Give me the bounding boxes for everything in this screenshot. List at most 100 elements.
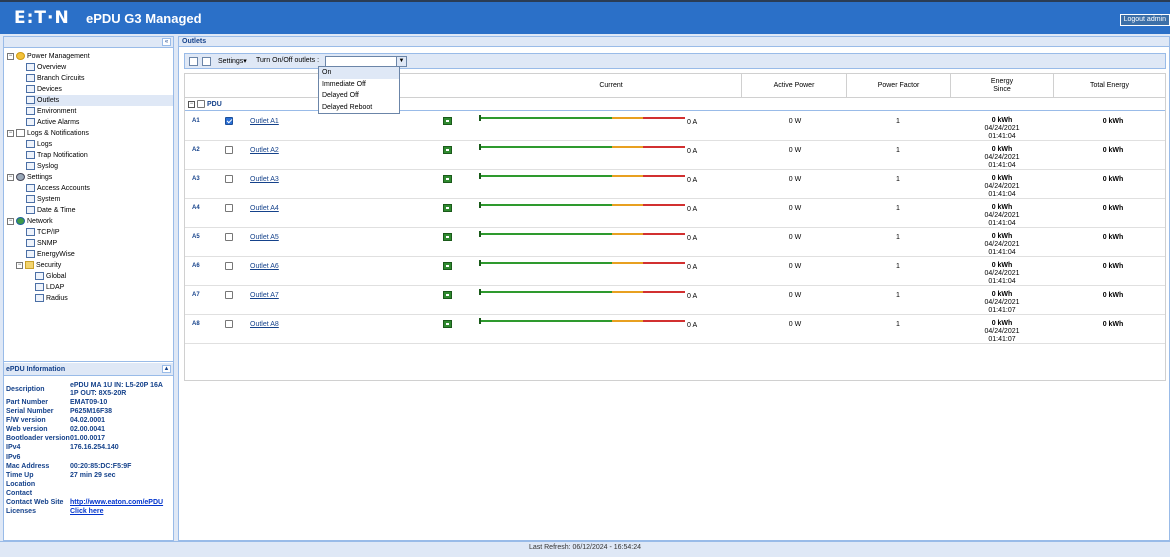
outlet-checkbox[interactable] xyxy=(225,291,233,299)
tree-item-energywise[interactable]: EnergyWise xyxy=(26,249,75,260)
collapse-toggle-icon[interactable]: − xyxy=(7,173,14,181)
outlet-id: A6 xyxy=(192,263,200,269)
outlet-name-link[interactable]: Outlet A7 xyxy=(250,292,279,299)
outlet-checkbox[interactable] xyxy=(225,262,233,270)
column-header-active-power[interactable]: Active Power xyxy=(741,74,846,98)
tree-item-date-time[interactable]: Date & Time xyxy=(26,205,76,216)
tree-item-branch-circuits[interactable]: Branch Circuits xyxy=(26,73,84,84)
tree-item-logs-notifications[interactable]: − Logs & Notifications xyxy=(7,129,89,138)
option-delayed-reboot[interactable]: Delayed Reboot xyxy=(322,103,373,111)
tree-item-system[interactable]: System xyxy=(26,194,60,205)
collapse-toggle-icon[interactable]: − xyxy=(7,129,14,137)
outlet-power-factor: 1 xyxy=(896,263,900,270)
option-on[interactable]: On xyxy=(319,67,399,79)
left-panel: « − Power Management Overview Branch Circ… xyxy=(3,36,174,541)
tree-item-network[interactable]: − Network xyxy=(7,217,53,226)
tree-item-overview[interactable]: Overview xyxy=(26,62,66,73)
tree-item-devices[interactable]: Devices xyxy=(26,84,62,95)
outlet-active-power: 0 W xyxy=(788,176,802,183)
outlet-active-power: 0 W xyxy=(788,205,802,212)
collapse-left-icon[interactable]: « xyxy=(162,38,171,46)
tree-item-radius[interactable]: Radius xyxy=(35,293,68,304)
group-checkbox[interactable] xyxy=(197,100,205,108)
tree-item-logs[interactable]: Logs xyxy=(26,139,52,150)
outlet-power-factor: 1 xyxy=(896,321,900,328)
outlet-power-factor: 1 xyxy=(896,292,900,299)
current-gauge-marker xyxy=(479,289,481,295)
tree-item-global[interactable]: Global xyxy=(35,271,66,282)
outlet-power-factor: 1 xyxy=(896,118,900,125)
tree-item-power-management[interactable]: − Power Management xyxy=(7,52,90,61)
outlet-active-power: 0 W xyxy=(788,292,802,299)
outlet-id: A1 xyxy=(192,118,200,124)
outlet-id: A2 xyxy=(192,147,200,153)
select-all-icon[interactable] xyxy=(189,57,198,66)
outlet-current: 0 A xyxy=(687,206,698,213)
tree-item-outlets[interactable]: Outlets xyxy=(26,95,173,106)
page-icon xyxy=(26,96,35,105)
outlet-checkbox[interactable] xyxy=(225,117,233,125)
collapse-toggle-icon[interactable]: − xyxy=(16,261,23,269)
tree-item-snmp[interactable]: SNMP xyxy=(26,238,57,249)
page-icon xyxy=(35,294,44,303)
lightbulb-icon xyxy=(16,52,25,61)
outlet-checkbox[interactable] xyxy=(225,175,233,183)
settings-menu-button[interactable]: Settings▾ xyxy=(218,58,247,65)
page-icon xyxy=(26,195,35,204)
outlet-power-factor: 1 xyxy=(896,234,900,241)
tree-item-tcp-ip[interactable]: TCP/IP xyxy=(26,227,60,238)
collapse-toggle-icon[interactable]: − xyxy=(7,217,14,225)
page-icon xyxy=(26,250,35,259)
collapse-info-icon[interactable]: ▲ xyxy=(162,365,171,373)
outlet-name-link[interactable]: Outlet A5 xyxy=(250,234,279,241)
tree-item-settings[interactable]: − Settings xyxy=(7,173,53,182)
current-gauge-marker xyxy=(479,173,481,179)
outlet-energy: 0 kWh 04/24/2021 01:41:04 xyxy=(984,117,1020,140)
outlet-id: A8 xyxy=(192,321,200,327)
tree-item-active-alarms[interactable]: Active Alarms xyxy=(26,117,79,128)
deselect-all-icon[interactable] xyxy=(202,57,211,66)
outlet-current: 0 A xyxy=(687,264,698,271)
page-icon xyxy=(26,162,35,171)
outlet-total-energy: 0 kWh xyxy=(1102,292,1124,299)
outlet-checkbox[interactable] xyxy=(225,146,233,154)
licenses-link[interactable]: Click here xyxy=(70,508,104,515)
column-header-current[interactable]: Current xyxy=(599,82,623,89)
column-header-energy[interactable]: Energy Since xyxy=(950,74,1053,98)
option-delayed-off[interactable]: Delayed Off xyxy=(322,92,359,99)
chevron-down-icon[interactable]: ▼ xyxy=(396,57,406,66)
outlet-status-icon xyxy=(443,117,452,125)
collapse-toggle-icon[interactable]: − xyxy=(188,101,195,108)
outlet-total-energy: 0 kWh xyxy=(1102,321,1124,328)
outlet-checkbox[interactable] xyxy=(225,204,233,212)
tree-item-access-accounts[interactable]: Access Accounts xyxy=(26,183,90,194)
page-icon xyxy=(26,63,35,72)
outlet-name-link[interactable]: Outlet A4 xyxy=(250,205,279,212)
turn-outlets-label: Turn On/Off outlets : xyxy=(256,57,320,64)
tree-item-syslog[interactable]: Syslog xyxy=(26,161,58,172)
outlet-status-icon xyxy=(443,175,452,183)
outlet-name-link[interactable]: Outlet A1 xyxy=(250,118,279,125)
contact-web-site-link[interactable]: http://www.eaton.com/ePDU xyxy=(70,499,164,506)
tree-item-security[interactable]: − Security xyxy=(16,261,62,270)
table-row: A3 Outlet A3 0 A 0 W 1 0 kWh 04/24/2021 01:41:0… xyxy=(185,170,1165,199)
tree-item-ldap[interactable]: LDAP xyxy=(35,282,64,293)
epdu-info-header: ePDU Information ▲ xyxy=(4,363,173,376)
outlet-current: 0 A xyxy=(687,322,698,329)
outlet-checkbox[interactable] xyxy=(225,320,233,328)
outlet-name-link[interactable]: Outlet A8 xyxy=(250,321,279,328)
outlet-name-link[interactable]: Outlet A3 xyxy=(250,176,279,183)
outlet-name-link[interactable]: Outlet A2 xyxy=(250,147,279,154)
option-immediate-off[interactable]: Immediate Off xyxy=(322,80,366,88)
tree-item-environment[interactable]: Environment xyxy=(26,106,76,117)
logout-button[interactable]: Logout admin xyxy=(1119,14,1170,26)
outlet-name-link[interactable]: Outlet A6 xyxy=(250,263,279,270)
outlet-checkbox[interactable] xyxy=(225,233,233,241)
globe-icon xyxy=(16,217,25,226)
collapse-toggle-icon[interactable]: − xyxy=(7,52,14,60)
tree-item-trap-notification[interactable]: Trap Notification xyxy=(26,150,88,161)
column-header-power-factor[interactable]: Power Factor xyxy=(846,74,950,98)
outlet-energy: 0 kWh 04/24/2021 01:41:04 xyxy=(984,146,1020,169)
column-header-total-energy[interactable]: Total Energy xyxy=(1053,74,1165,98)
outlet-current: 0 A xyxy=(687,235,698,242)
